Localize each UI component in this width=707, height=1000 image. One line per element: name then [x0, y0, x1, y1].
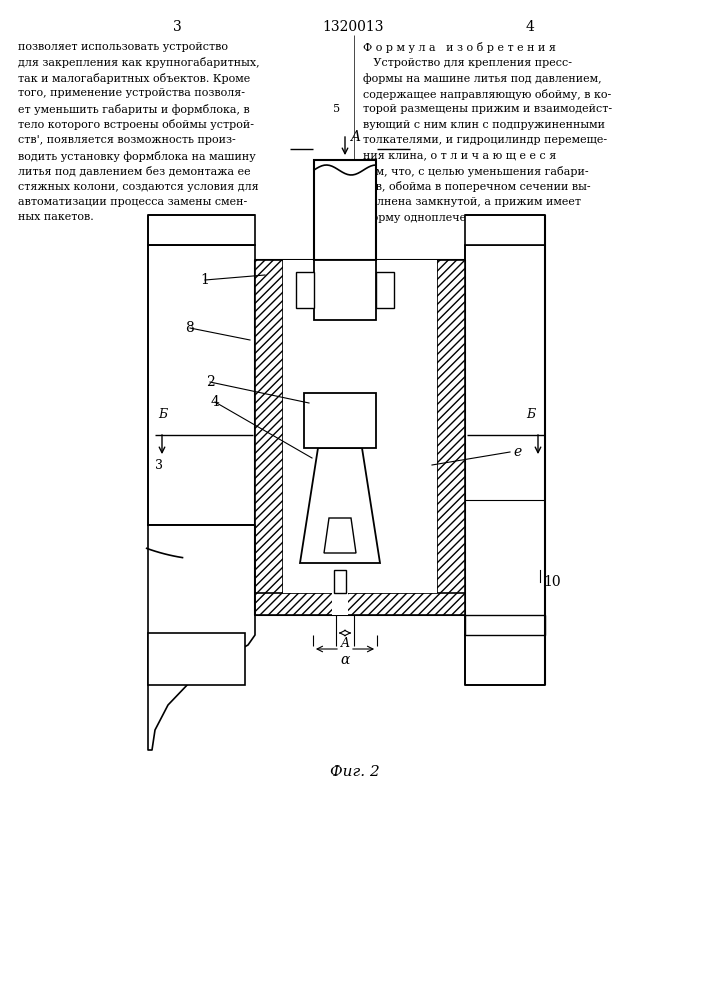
Text: форму одноплечего рычага.: форму одноплечего рычага.: [363, 213, 527, 223]
Text: так и малогабаритных объектов. Кроме: так и малогабаритных объектов. Кроме: [18, 73, 250, 84]
Text: содержащее направляющую обойму, в ко-: содержащее направляющую обойму, в ко-: [363, 89, 612, 100]
Text: для закрепления как крупногабаритных,: для закрепления как крупногабаритных,: [18, 57, 259, 68]
Text: 2: 2: [206, 375, 214, 389]
Bar: [465, 215, 545, 245]
Bar: [148, 633, 245, 685]
Bar: [148, 215, 255, 245]
Bar: [296, 272, 314, 308]
Text: 1320013: 1320013: [322, 20, 384, 34]
Text: толкателями, и гидроцилиндр перемеще-: толкателями, и гидроцилиндр перемеще-: [363, 135, 607, 145]
Text: 4: 4: [525, 20, 534, 34]
Text: стяжных колони, создаются условия для: стяжных колони, создаются условия для: [18, 182, 259, 192]
Text: ных пакетов.: ных пакетов.: [18, 213, 94, 223]
Polygon shape: [255, 593, 465, 615]
Bar: [376, 272, 394, 308]
Text: A: A: [341, 637, 349, 650]
Text: ния клина, о т л и ч а ю щ е е с я: ния клина, о т л и ч а ю щ е е с я: [363, 150, 556, 160]
Text: 5: 5: [333, 104, 340, 114]
Bar: [465, 615, 545, 635]
Bar: [304, 393, 376, 448]
Text: 8: 8: [186, 321, 194, 335]
Text: Б: Б: [526, 408, 535, 421]
Text: литья под давлением без демонтажа ее: литья под давлением без демонтажа ее: [18, 166, 250, 177]
Bar: [332, 588, 348, 615]
Text: Устройство для крепления пресс-: Устройство для крепления пресс-: [363, 57, 572, 68]
Polygon shape: [324, 518, 356, 553]
Bar: [465, 635, 545, 685]
Text: торой размещены прижим и взаимодейст-: торой размещены прижим и взаимодейст-: [363, 104, 612, 114]
Text: 3: 3: [155, 459, 163, 472]
Polygon shape: [300, 448, 380, 563]
Text: Фиг. 2: Фиг. 2: [330, 765, 380, 779]
Text: ет уменьшить габариты и формблока, в: ет уменьшить габариты и формблока, в: [18, 104, 250, 115]
Text: Ф о р м у л а   и з о б р е т е н и я: Ф о р м у л а и з о б р е т е н и я: [363, 42, 556, 53]
Text: того, применение устройства позволя-: того, применение устройства позволя-: [18, 89, 245, 99]
Text: 10: 10: [543, 575, 561, 589]
Text: формы на машине литья под давлением,: формы на машине литья под давлением,: [363, 73, 602, 84]
Text: полнена замкнутой, а прижим имеет: полнена замкнутой, а прижим имеет: [363, 197, 581, 207]
Text: тов, обойма в поперечном сечении вы-: тов, обойма в поперечном сечении вы-: [363, 182, 590, 192]
Text: A: A: [350, 130, 360, 144]
Polygon shape: [148, 245, 255, 525]
Polygon shape: [283, 260, 437, 593]
Polygon shape: [437, 260, 465, 615]
Text: 1: 1: [201, 273, 209, 287]
Polygon shape: [148, 525, 255, 750]
Text: 10: 10: [326, 182, 340, 192]
Bar: [334, 570, 346, 593]
Text: позволяет использовать устройство: позволяет использовать устройство: [18, 42, 228, 52]
Bar: [314, 260, 376, 320]
Text: Б: Б: [158, 408, 167, 421]
Text: вующий с ним клин с подпружиненными: вующий с ним клин с подпружиненными: [363, 119, 605, 129]
Bar: [314, 160, 376, 260]
Text: ств', появляется возможность произ-: ств', появляется возможность произ-: [18, 135, 235, 145]
Polygon shape: [465, 245, 545, 635]
Text: водить установку формблока на машину: водить установку формблока на машину: [18, 150, 256, 161]
Text: e: e: [513, 445, 521, 459]
Text: тем, что, с целью уменьшения габари-: тем, что, с целью уменьшения габари-: [363, 166, 589, 177]
Text: тело которого встроены обоймы устрой-: тело которого встроены обоймы устрой-: [18, 119, 254, 130]
Text: 4: 4: [211, 395, 219, 409]
Polygon shape: [255, 260, 283, 615]
Text: α: α: [340, 653, 350, 667]
Text: 3: 3: [173, 20, 182, 34]
Text: автоматизации процесса замены смен-: автоматизации процесса замены смен-: [18, 197, 247, 207]
